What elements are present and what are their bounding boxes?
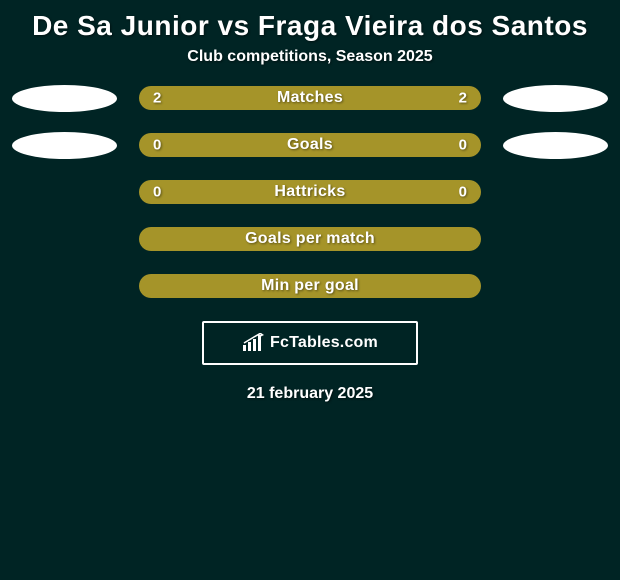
stat-bar: Min per goal [139,274,481,298]
stat-label: Hattricks [274,183,345,201]
player-right-marker [503,226,608,253]
stat-right-value: 0 [459,184,467,201]
stat-label: Goals per match [245,230,375,248]
player-left-marker [12,85,117,112]
stat-row: Min per goal [10,274,610,298]
page-title: De Sa Junior vs Fraga Vieira dos Santos [0,0,620,48]
player-right-marker [503,273,608,300]
stat-right-value: 2 [459,90,467,107]
player-right-marker [503,179,608,206]
stat-row: 0 Hattricks 0 [10,180,610,204]
stat-label: Goals [287,136,333,154]
stat-bar: 0 Goals 0 [139,133,481,157]
stat-left-value: 0 [153,184,161,201]
page-subtitle: Club competitions, Season 2025 [0,48,620,86]
stat-bar: Goals per match [139,227,481,251]
stat-label: Min per goal [261,277,359,295]
player-left-marker [12,132,117,159]
player-left-marker [12,273,117,300]
brand-text: FcTables.com [270,334,378,352]
stat-left-value: 0 [153,137,161,154]
player-right-marker [503,85,608,112]
stat-label: Matches [277,89,343,107]
brand-box: FcTables.com [202,321,418,365]
stat-bar: 0 Hattricks 0 [139,180,481,204]
date-text: 21 february 2025 [0,385,620,403]
stat-bar: 2 Matches 2 [139,86,481,110]
stat-row: Goals per match [10,227,610,251]
chart-icon [242,333,264,353]
stat-left-value: 2 [153,90,161,107]
stat-row: 0 Goals 0 [10,133,610,157]
stat-row: 2 Matches 2 [10,86,610,110]
player-left-marker [12,179,117,206]
player-right-marker [503,132,608,159]
stats-container: 2 Matches 2 0 Goals 0 0 Hattricks 0 Goal… [0,86,620,298]
player-left-marker [12,226,117,253]
stat-right-value: 0 [459,137,467,154]
